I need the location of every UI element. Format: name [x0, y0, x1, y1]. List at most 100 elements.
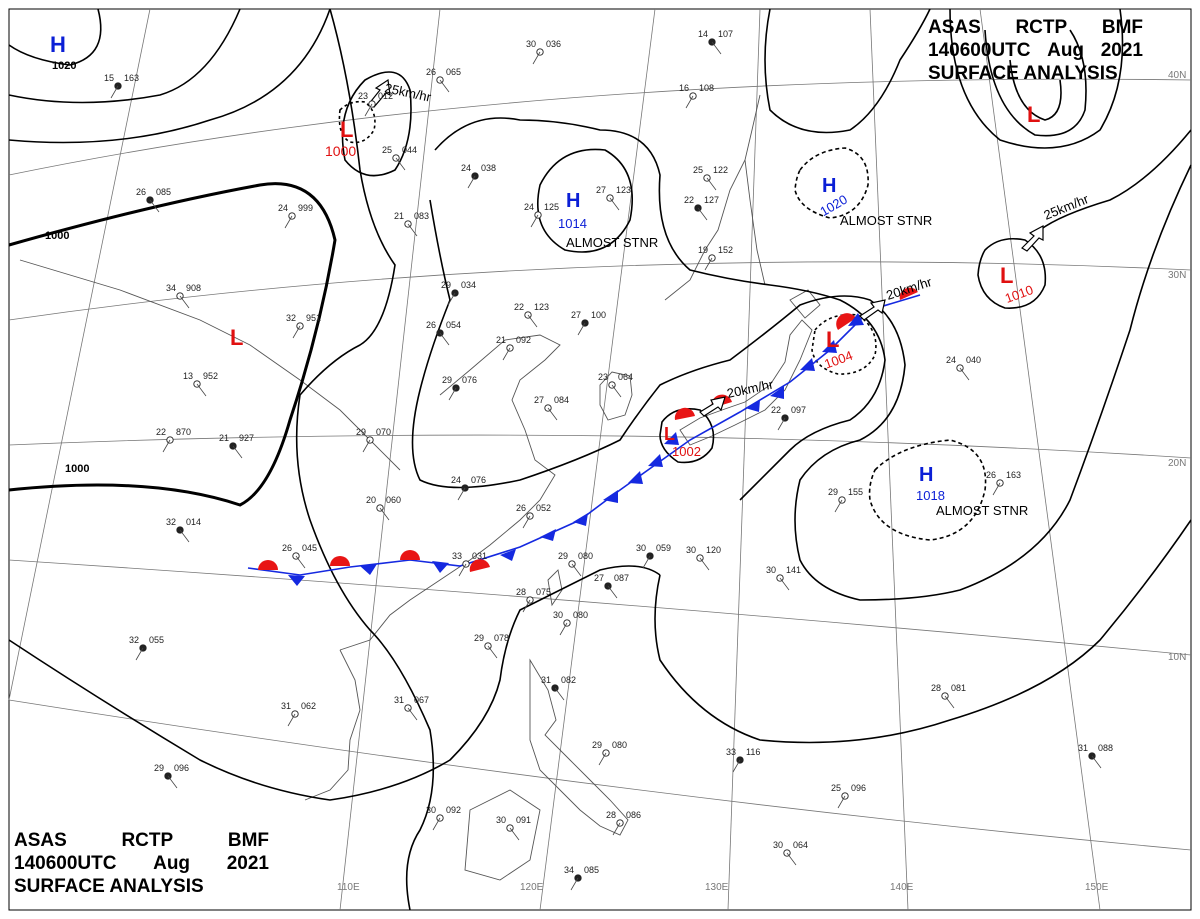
low-symbol: L: [826, 327, 839, 352]
station-wind-barb: [530, 214, 539, 228]
station-temperature: 26: [986, 470, 996, 480]
station-temperature: 31: [394, 695, 404, 705]
coastlines: [19, 94, 821, 881]
station-pressure: 951: [306, 313, 321, 323]
station-temperature: 31: [281, 701, 291, 711]
station-plot: 19 152: [698, 245, 733, 271]
station-plot: 30 120: [686, 545, 721, 571]
station-pressure: 152: [718, 245, 733, 255]
low-center-continental: L: [230, 325, 243, 350]
isobar-ne-low-1: [949, 8, 1124, 149]
station-wind-barb: [598, 752, 607, 766]
isobar-low-1000-ring: [338, 100, 376, 144]
station-pressure: 014: [186, 517, 201, 527]
station-pressure: 097: [791, 405, 806, 415]
motion-low-1010: 25km/hr: [1021, 191, 1091, 252]
station-temperature: 29: [441, 280, 451, 290]
sakhalin-coast: [744, 159, 766, 286]
station-plot: 29 096: [154, 763, 189, 789]
station-wind-barb: [706, 177, 717, 191]
station-temperature: 28: [931, 683, 941, 693]
front-cold-symbols: [288, 313, 864, 586]
station-plots: 15 163 26 065 30 036 14 107 23 012 25 044 24 038 27 123…: [104, 29, 1113, 891]
low-value: 1002: [672, 444, 701, 459]
korea-coast: [599, 371, 633, 421]
lon-label: 120E: [520, 882, 544, 893]
station-pressure: 065: [446, 67, 461, 77]
station-pressure: 084: [554, 395, 569, 405]
station-wind-barb: [448, 387, 457, 401]
station-temperature: 30: [773, 840, 783, 850]
station-wind-barb: [287, 713, 296, 727]
station-pressure: 096: [851, 783, 866, 793]
lat-label: 20N: [1168, 458, 1186, 469]
station-plot: 26 065: [426, 67, 461, 93]
station-temperature: 25: [382, 145, 392, 155]
station-plot: 30 092: [426, 805, 461, 831]
high-symbol: H: [822, 175, 836, 197]
philippines-coast: [529, 658, 629, 836]
station-temperature: 29: [154, 763, 164, 773]
station-plot: 16 108: [679, 83, 714, 109]
station-pressure: 123: [534, 302, 549, 312]
station-pressure: 088: [1098, 743, 1113, 753]
station-pressure: 163: [124, 73, 139, 83]
station-pressure: 080: [612, 740, 627, 750]
station-temperature: 23: [598, 372, 608, 382]
station-plot: 29 080: [592, 740, 627, 766]
station-wind-barb: [179, 295, 190, 309]
low-center-1010: L 1010: [1000, 263, 1035, 306]
station-wind-barb: [777, 417, 786, 431]
station-plot: 29 080: [558, 551, 593, 577]
station-plot: 28 081: [931, 683, 966, 709]
station-wind-barb: [439, 79, 450, 93]
station-wind-barb: [292, 325, 301, 339]
station-wind-barb: [609, 197, 620, 211]
station-pressure: 083: [414, 211, 429, 221]
station-plot: 25 044: [382, 145, 417, 171]
station-plot: 30 064: [773, 840, 808, 866]
motion-low-1004: 20km/hr: [859, 274, 934, 321]
isobar-label: 1020: [52, 60, 76, 72]
station-pressure: 999: [298, 203, 313, 213]
station-temperature: 29: [828, 487, 838, 497]
station-temperature: 13: [183, 371, 193, 381]
low-center-1004: L 1004: [822, 327, 854, 372]
station-wind-barb: [395, 157, 406, 171]
station-plot: 21 927: [219, 433, 254, 459]
station-temperature: 25: [693, 165, 703, 175]
lat-label: 10N: [1168, 652, 1186, 663]
station-pressure: 064: [793, 840, 808, 850]
station-plot: 29 070: [356, 427, 391, 453]
station-plot: 31 082: [541, 675, 576, 701]
station-wind-barb: [135, 647, 144, 661]
station-pressure: 082: [561, 675, 576, 685]
high-note: ALMOST STNR: [566, 235, 658, 250]
station-plot: 22 870: [156, 427, 191, 453]
station-temperature: 29: [474, 633, 484, 643]
low-symbol: L: [664, 424, 675, 444]
station-wind-barb: [559, 622, 568, 636]
station-pressure: 052: [536, 503, 551, 513]
station-plot: 27 084: [534, 395, 569, 421]
station-temperature: 20: [366, 495, 376, 505]
station-temperature: 30: [496, 815, 506, 825]
station-plot: 21 092: [496, 335, 531, 361]
station-pressure: 120: [706, 545, 721, 555]
station-pressure: 096: [174, 763, 189, 773]
station-wind-barb: [547, 407, 558, 421]
station-temperature: 14: [698, 29, 708, 39]
isobar-ne-low-2: [984, 29, 1087, 137]
station-pressure: 054: [446, 320, 461, 330]
station-wind-barb: [577, 322, 586, 336]
low-value: 1000: [325, 143, 356, 159]
station-temperature: 26: [426, 67, 436, 77]
high-center-1020-ne: H 1020 ALMOST STNR: [817, 175, 932, 228]
station-pressure: 125: [544, 202, 559, 212]
header-code: BMF: [1101, 17, 1143, 38]
station-pressure: 122: [713, 165, 728, 175]
station-temperature: 22: [156, 427, 166, 437]
station-wind-barb: [571, 563, 582, 577]
station-temperature: 30: [636, 543, 646, 553]
station-wind-barb: [407, 223, 418, 237]
